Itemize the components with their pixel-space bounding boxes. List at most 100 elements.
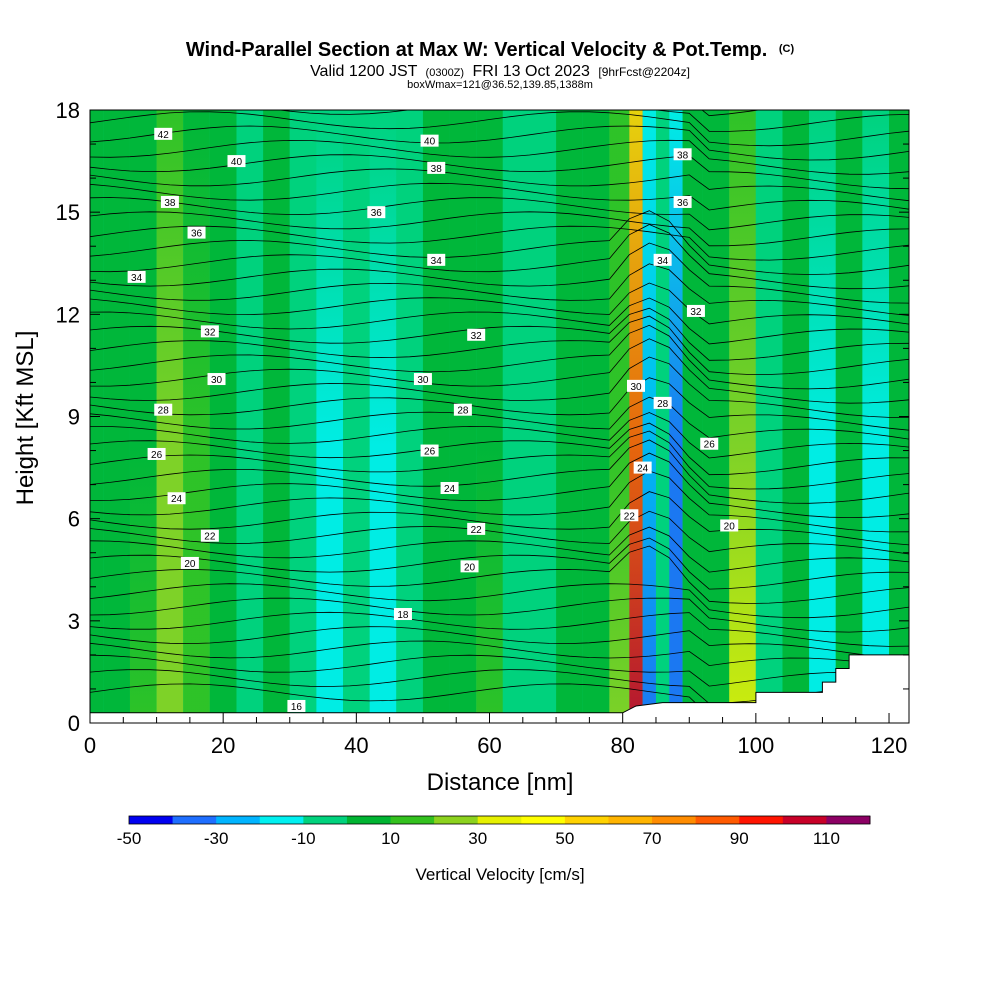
contour-label: 38	[673, 148, 692, 161]
x-tick-label: 60	[477, 733, 501, 758]
contour-label: 32	[200, 325, 219, 338]
contour-label: 28	[453, 403, 472, 417]
contour-label: 32	[686, 304, 705, 318]
contour-label-text: 24	[637, 464, 649, 475]
colorbar-tick-label: -50	[117, 829, 142, 848]
y-tick-label: 6	[68, 507, 80, 532]
colorbar-swatch	[826, 816, 871, 824]
colorbar-frame	[128, 815, 871, 825]
contour-label-text: 34	[431, 256, 443, 267]
colorbar-swatch	[782, 816, 827, 824]
contour-label: 18	[393, 608, 412, 621]
contour-label-text: 24	[171, 494, 183, 505]
contour-label-text: 32	[690, 307, 702, 318]
contour-label-text: 36	[371, 208, 383, 219]
contour-label: 36	[187, 226, 206, 240]
y-tick-label: 9	[68, 405, 80, 430]
chart-subtitle-2: boxWmax=121@36.52,139.85,1388m	[407, 79, 593, 91]
colorbar: -50 -30 -10 10 30 50 70 90 110	[117, 815, 871, 848]
y-tick-label: 18	[56, 98, 80, 123]
x-tick-label: 0	[84, 733, 96, 758]
theta-contour-line	[90, 263, 909, 316]
theta-contour-line	[90, 470, 909, 533]
contour-label: 38	[427, 161, 446, 175]
colorbar-swatch	[390, 816, 435, 824]
colorbar-swatch	[477, 816, 522, 824]
theta-contour-line	[90, 583, 909, 619]
theta-contour-line	[90, 597, 909, 633]
contour-label: 42	[154, 127, 173, 141]
colorbar-swatch	[608, 816, 653, 824]
contour-label-text: 36	[191, 229, 203, 240]
contour-label: 26	[420, 444, 439, 458]
theta-contour-line	[90, 377, 909, 431]
theta-contour-line	[90, 307, 909, 361]
theta-contour-line	[90, 545, 909, 604]
velocity-column	[263, 110, 290, 723]
colorbar-tick-label: 50	[555, 829, 574, 848]
velocity-column	[183, 110, 210, 723]
theta-contour-line	[90, 526, 909, 573]
velocity-column	[236, 110, 264, 723]
theta-contour-line	[90, 282, 909, 325]
colorbar-tick-label: 30	[468, 829, 487, 848]
theta-contour-line	[90, 315, 909, 375]
colorbar-tick-label: -10	[291, 829, 316, 848]
velocity-column	[642, 110, 656, 723]
contour-label-text: 26	[424, 447, 436, 458]
theta-contour-line	[90, 225, 909, 261]
contour-label: 28	[154, 403, 173, 417]
velocity-column	[582, 110, 610, 723]
theta-contour-line	[90, 297, 909, 345]
contour-label-text: 34	[657, 256, 669, 267]
x-tick-label: 40	[344, 733, 368, 758]
colorbar-swatch	[216, 816, 261, 824]
theta-contour-line	[90, 439, 909, 504]
contour-label-text: 24	[444, 484, 456, 495]
chart-title: Wind-Parallel Section at Max W: Vertical…	[186, 39, 795, 61]
velocity-column	[129, 110, 157, 723]
x-tick-label: 80	[610, 733, 634, 758]
theta-contour-line	[90, 356, 909, 418]
x-axis-label: Distance [nm]	[427, 769, 574, 796]
contour-label-text: 22	[471, 525, 483, 536]
contour-label-text: 32	[204, 327, 216, 338]
x-tick-label: 120	[871, 733, 908, 758]
subtitle-date: FRI 13 Oct 2023	[473, 63, 590, 80]
y-tick-label: 12	[56, 302, 80, 327]
contour-label-text: 28	[457, 406, 469, 417]
theta-contour-line	[90, 154, 909, 190]
colorbar-swatch	[129, 816, 174, 824]
colorbar-swatch	[172, 816, 217, 824]
theta-contour-line	[90, 125, 909, 161]
chart-subtitle: Valid 1200 JST (0300Z) FRI 13 Oct 2023 […	[310, 63, 690, 80]
contour-label-text: 20	[724, 521, 736, 532]
theta-contour-line	[90, 242, 909, 304]
velocity-column	[809, 110, 836, 723]
theta-contour-line	[90, 197, 909, 231]
theta-contour-line	[90, 510, 909, 555]
contour-label-text: 20	[184, 559, 196, 570]
x-tick-label: 20	[211, 733, 235, 758]
subtitle-fcst: [9hrFcst@2204z]	[598, 65, 690, 79]
contour-label-text: 18	[397, 610, 409, 621]
x-axis: 0 20 40 60 80 100 120	[84, 713, 908, 758]
contour-label-text: 30	[417, 375, 429, 386]
contour-label: 36	[367, 206, 386, 219]
velocity-column	[209, 110, 237, 723]
colorbar-label: Vertical Velocity [cm/s]	[415, 865, 584, 884]
contour-label: 20	[180, 556, 199, 570]
contour-label: 24	[633, 461, 652, 475]
theta-contour-line	[90, 452, 909, 519]
contour-label-text: 22	[624, 511, 636, 522]
contour-label: 26	[147, 447, 166, 461]
velocity-column	[755, 110, 783, 723]
theta-contour-line	[90, 611, 909, 647]
contour-label: 28	[653, 396, 672, 410]
subtitle-valid: Valid 1200 JST	[310, 63, 418, 80]
y-tick-label: 15	[56, 200, 80, 225]
contour-label: 38	[160, 195, 179, 209]
contour-label: 20	[460, 560, 479, 573]
